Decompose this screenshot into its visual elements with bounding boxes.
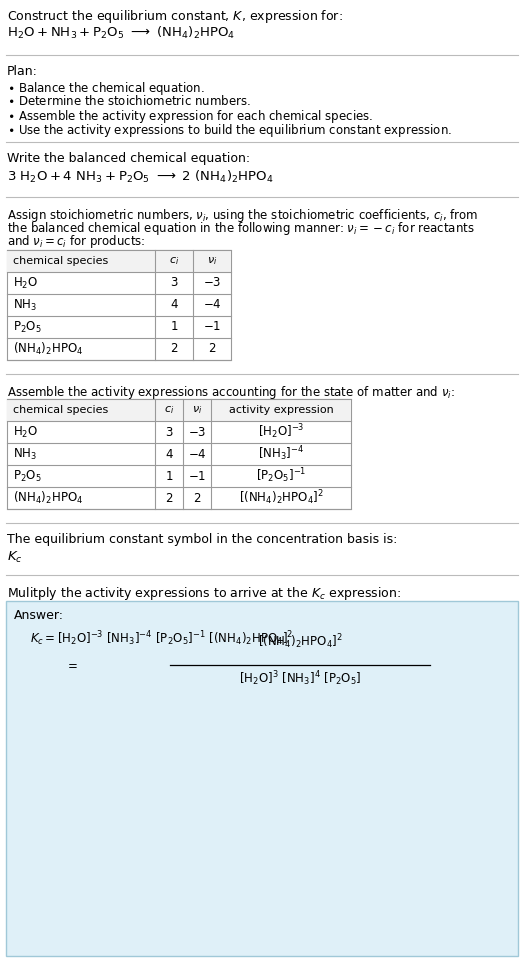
- Text: $\mathrm{(NH_4)_2HPO_4}$: $\mathrm{(NH_4)_2HPO_4}$: [13, 490, 83, 506]
- Text: Write the balanced chemical equation:: Write the balanced chemical equation:: [7, 152, 250, 165]
- Text: The equilibrium constant symbol in the concentration basis is:: The equilibrium constant symbol in the c…: [7, 533, 397, 546]
- Text: $\mathrm{H_2O}$: $\mathrm{H_2O}$: [13, 276, 38, 290]
- Text: 4: 4: [170, 299, 178, 311]
- Text: $-1$: $-1$: [203, 321, 221, 333]
- Text: Mulitply the activity expressions to arrive at the $K_c$ expression:: Mulitply the activity expressions to arr…: [7, 585, 401, 602]
- Text: Answer:: Answer:: [14, 609, 64, 622]
- Text: 3: 3: [165, 426, 173, 438]
- Text: $\bullet$ Assemble the activity expression for each chemical species.: $\bullet$ Assemble the activity expressi…: [7, 108, 373, 125]
- Text: $\mathrm{[P_2O_5]^{-1}}$: $\mathrm{[P_2O_5]^{-1}}$: [256, 467, 306, 485]
- Text: $\mathrm{P_2O_5}$: $\mathrm{P_2O_5}$: [13, 319, 42, 334]
- Text: $\mathrm{[NH_3]^{-4}}$: $\mathrm{[NH_3]^{-4}}$: [258, 445, 304, 463]
- Text: chemical species: chemical species: [13, 256, 108, 266]
- Text: 3: 3: [170, 277, 178, 289]
- Text: Assemble the activity expressions accounting for the state of matter and $\nu_i$: Assemble the activity expressions accoun…: [7, 384, 455, 401]
- Text: 2: 2: [165, 491, 173, 505]
- Text: $-3$: $-3$: [188, 426, 206, 438]
- Text: $-3$: $-3$: [203, 277, 221, 289]
- Text: $-4$: $-4$: [203, 299, 221, 311]
- Text: $\bullet$ Use the activity expressions to build the equilibrium constant express: $\bullet$ Use the activity expressions t…: [7, 122, 452, 139]
- Text: $K_c$: $K_c$: [7, 550, 23, 565]
- Text: $\mathrm{P_2O_5}$: $\mathrm{P_2O_5}$: [13, 468, 42, 483]
- Text: $\mathrm{NH_3}$: $\mathrm{NH_3}$: [13, 447, 37, 461]
- Text: 2: 2: [208, 342, 216, 356]
- Text: $\mathrm{(NH_4)_2HPO_4}$: $\mathrm{(NH_4)_2HPO_4}$: [13, 341, 83, 357]
- Text: $-1$: $-1$: [188, 470, 206, 482]
- Text: the balanced chemical equation in the following manner: $\nu_i = -c_i$ for react: the balanced chemical equation in the fo…: [7, 220, 475, 237]
- Text: $c_i$: $c_i$: [164, 404, 174, 416]
- Text: $\nu_i$: $\nu_i$: [192, 404, 202, 416]
- Text: $\bullet$ Determine the stoichiometric numbers.: $\bullet$ Determine the stoichiometric n…: [7, 94, 251, 108]
- Text: activity expression: activity expression: [228, 405, 333, 415]
- Text: 2: 2: [193, 491, 201, 505]
- Text: $\mathrm{NH_3}$: $\mathrm{NH_3}$: [13, 298, 37, 312]
- Text: $K_c = \mathrm{[H_2O]^{-3}\ [NH_3]^{-4}\ [P_2O_5]^{-1}\ [(NH_4)_2HPO_4]^2}$: $K_c = \mathrm{[H_2O]^{-3}\ [NH_3]^{-4}\…: [30, 629, 293, 648]
- Text: 2: 2: [170, 342, 178, 356]
- Text: Assign stoichiometric numbers, $\nu_i$, using the stoichiometric coefficients, $: Assign stoichiometric numbers, $\nu_i$, …: [7, 207, 478, 224]
- Text: $=$: $=$: [65, 658, 78, 672]
- Text: $\mathrm{3\ H_2O + 4\ NH_3 + P_2O_5 \ \longrightarrow \ 2\ (NH_4)_2HPO_4}$: $\mathrm{3\ H_2O + 4\ NH_3 + P_2O_5 \ \l…: [7, 169, 274, 185]
- Text: 1: 1: [165, 470, 173, 482]
- Text: $\mathrm{[H_2O]^3\ [NH_3]^4\ [P_2O_5]}$: $\mathrm{[H_2O]^3\ [NH_3]^4\ [P_2O_5]}$: [239, 669, 361, 688]
- Text: Construct the equilibrium constant, $K$, expression for:: Construct the equilibrium constant, $K$,…: [7, 8, 343, 25]
- Text: $\mathrm{H_2O + NH_3 + P_2O_5 \ \longrightarrow \ (NH_4)_2HPO_4}$: $\mathrm{H_2O + NH_3 + P_2O_5 \ \longrig…: [7, 25, 235, 41]
- Text: $\mathrm{H_2O}$: $\mathrm{H_2O}$: [13, 425, 38, 439]
- Text: $\nu_i$: $\nu_i$: [207, 255, 217, 267]
- FancyBboxPatch shape: [6, 601, 518, 956]
- Text: $c_i$: $c_i$: [169, 255, 179, 267]
- FancyBboxPatch shape: [7, 399, 351, 509]
- Text: $-4$: $-4$: [188, 448, 206, 460]
- FancyBboxPatch shape: [7, 250, 231, 360]
- Text: and $\nu_i = c_i$ for products:: and $\nu_i = c_i$ for products:: [7, 233, 145, 250]
- Text: $\mathrm{[H_2O]^{-3}}$: $\mathrm{[H_2O]^{-3}}$: [258, 423, 304, 441]
- Text: chemical species: chemical species: [13, 405, 108, 415]
- FancyBboxPatch shape: [7, 250, 231, 272]
- Text: $\bullet$ Balance the chemical equation.: $\bullet$ Balance the chemical equation.: [7, 80, 204, 97]
- FancyBboxPatch shape: [7, 399, 351, 421]
- Text: Plan:: Plan:: [7, 65, 38, 78]
- Text: $\mathrm{[(NH_4)_2HPO_4]^2}$: $\mathrm{[(NH_4)_2HPO_4]^2}$: [238, 488, 323, 507]
- Text: $\mathrm{[(NH_4)_2HPO_4]^2}$: $\mathrm{[(NH_4)_2HPO_4]^2}$: [258, 632, 342, 651]
- Text: 4: 4: [165, 448, 173, 460]
- Text: 1: 1: [170, 321, 178, 333]
